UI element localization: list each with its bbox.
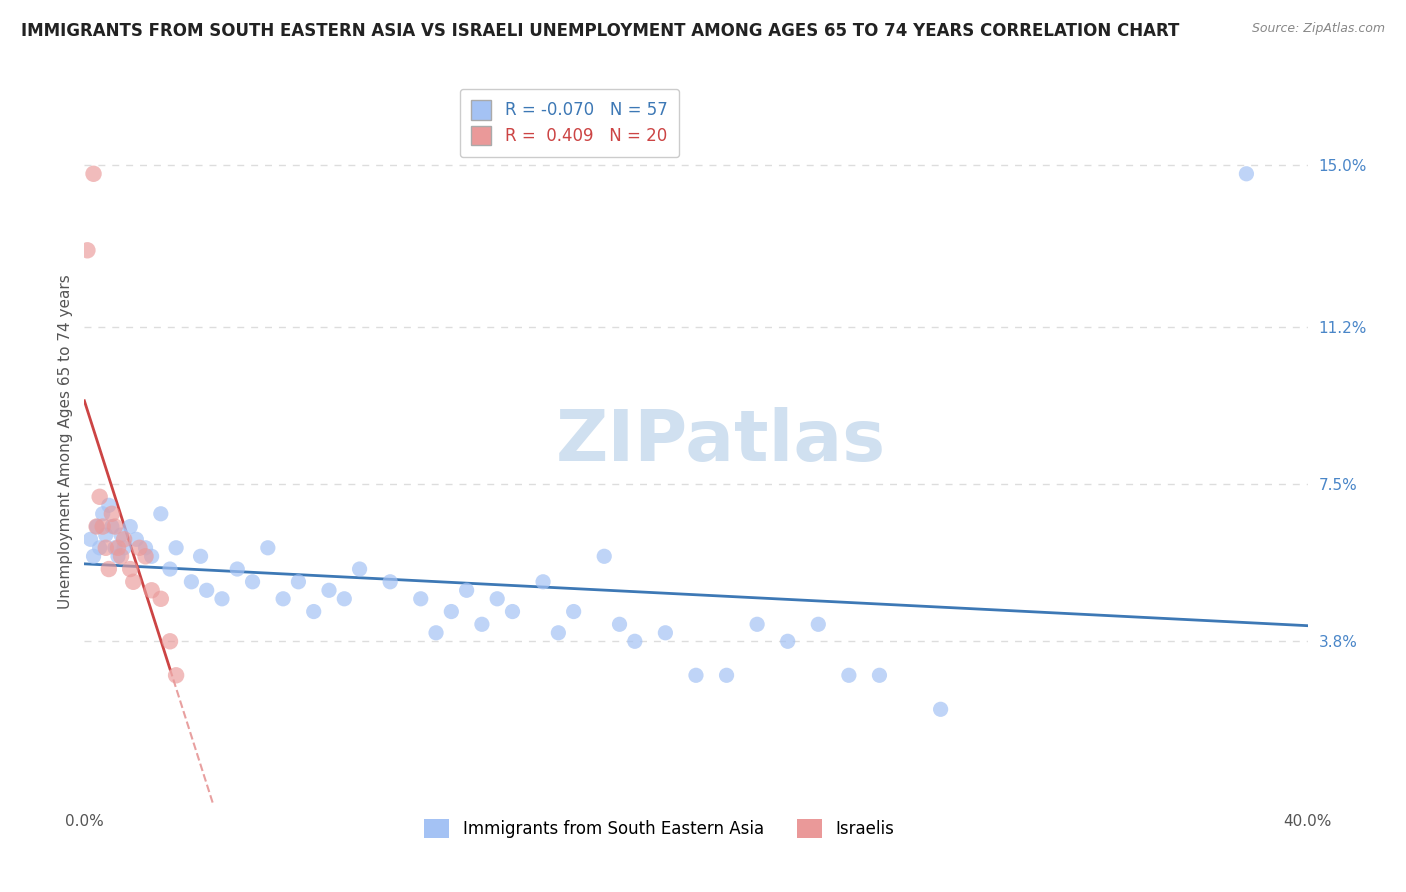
Point: [195, 583, 218, 598]
Point: [869, 668, 891, 682]
Point: [531, 574, 554, 589]
Point: [135, 541, 157, 555]
Point: [609, 617, 631, 632]
Point: [112, 533, 135, 547]
Point: [94, 541, 117, 555]
Point: [107, 541, 129, 555]
Legend: Immigrants from South Eastern Asia, Israelis: Immigrants from South Eastern Asia, Isra…: [418, 813, 901, 845]
Point: [141, 583, 163, 598]
Point: [101, 507, 124, 521]
Point: [165, 541, 187, 555]
Point: [83, 549, 105, 564]
Point: [440, 605, 463, 619]
Point: [83, 167, 105, 181]
Point: [807, 617, 830, 632]
Point: [94, 528, 117, 542]
Point: [562, 605, 585, 619]
Point: [165, 668, 187, 682]
Point: [257, 541, 280, 555]
Point: [112, 541, 135, 555]
Point: [226, 562, 249, 576]
Point: [271, 591, 294, 606]
Point: [159, 634, 181, 648]
Point: [159, 562, 181, 576]
Point: [838, 668, 860, 682]
Point: [104, 541, 127, 555]
Point: [318, 583, 340, 598]
Point: [76, 244, 98, 258]
Point: [141, 549, 163, 564]
Point: [456, 583, 478, 598]
Point: [122, 574, 145, 589]
Point: [333, 591, 356, 606]
Point: [593, 549, 616, 564]
Point: [110, 528, 132, 542]
Point: [716, 668, 738, 682]
Point: [101, 519, 124, 533]
Point: [547, 625, 569, 640]
Text: IMMIGRANTS FROM SOUTH EASTERN ASIA VS ISRAELI UNEMPLOYMENT AMONG AGES 65 TO 74 Y: IMMIGRANTS FROM SOUTH EASTERN ASIA VS IS…: [21, 22, 1180, 40]
Point: [120, 519, 142, 533]
Text: ZIPatlas: ZIPatlas: [555, 407, 886, 476]
Point: [125, 533, 148, 547]
Point: [104, 519, 127, 533]
Point: [502, 605, 524, 619]
Point: [242, 574, 264, 589]
Point: [409, 591, 432, 606]
Point: [86, 519, 108, 533]
Point: [120, 562, 142, 576]
Point: [776, 634, 799, 648]
Point: [190, 549, 212, 564]
Point: [747, 617, 769, 632]
Point: [107, 549, 129, 564]
Point: [79, 533, 101, 547]
Point: [349, 562, 371, 576]
Point: [486, 591, 509, 606]
Point: [149, 507, 172, 521]
Point: [149, 591, 172, 606]
Point: [89, 541, 111, 555]
Y-axis label: Unemployment Among Ages 65 to 74 years: Unemployment Among Ages 65 to 74 years: [58, 274, 73, 609]
Point: [91, 507, 114, 521]
Point: [287, 574, 309, 589]
Point: [97, 562, 120, 576]
Point: [89, 490, 111, 504]
Point: [425, 625, 447, 640]
Point: [135, 549, 157, 564]
Point: [685, 668, 707, 682]
Point: [302, 605, 325, 619]
Text: Source: ZipAtlas.com: Source: ZipAtlas.com: [1251, 22, 1385, 36]
Point: [97, 498, 120, 512]
Point: [1236, 167, 1258, 181]
Point: [86, 519, 108, 533]
Point: [380, 574, 402, 589]
Point: [211, 591, 233, 606]
Point: [110, 549, 132, 564]
Point: [929, 702, 952, 716]
Point: [128, 541, 150, 555]
Point: [471, 617, 494, 632]
Point: [180, 574, 202, 589]
Point: [624, 634, 647, 648]
Point: [91, 519, 114, 533]
Point: [654, 625, 676, 640]
